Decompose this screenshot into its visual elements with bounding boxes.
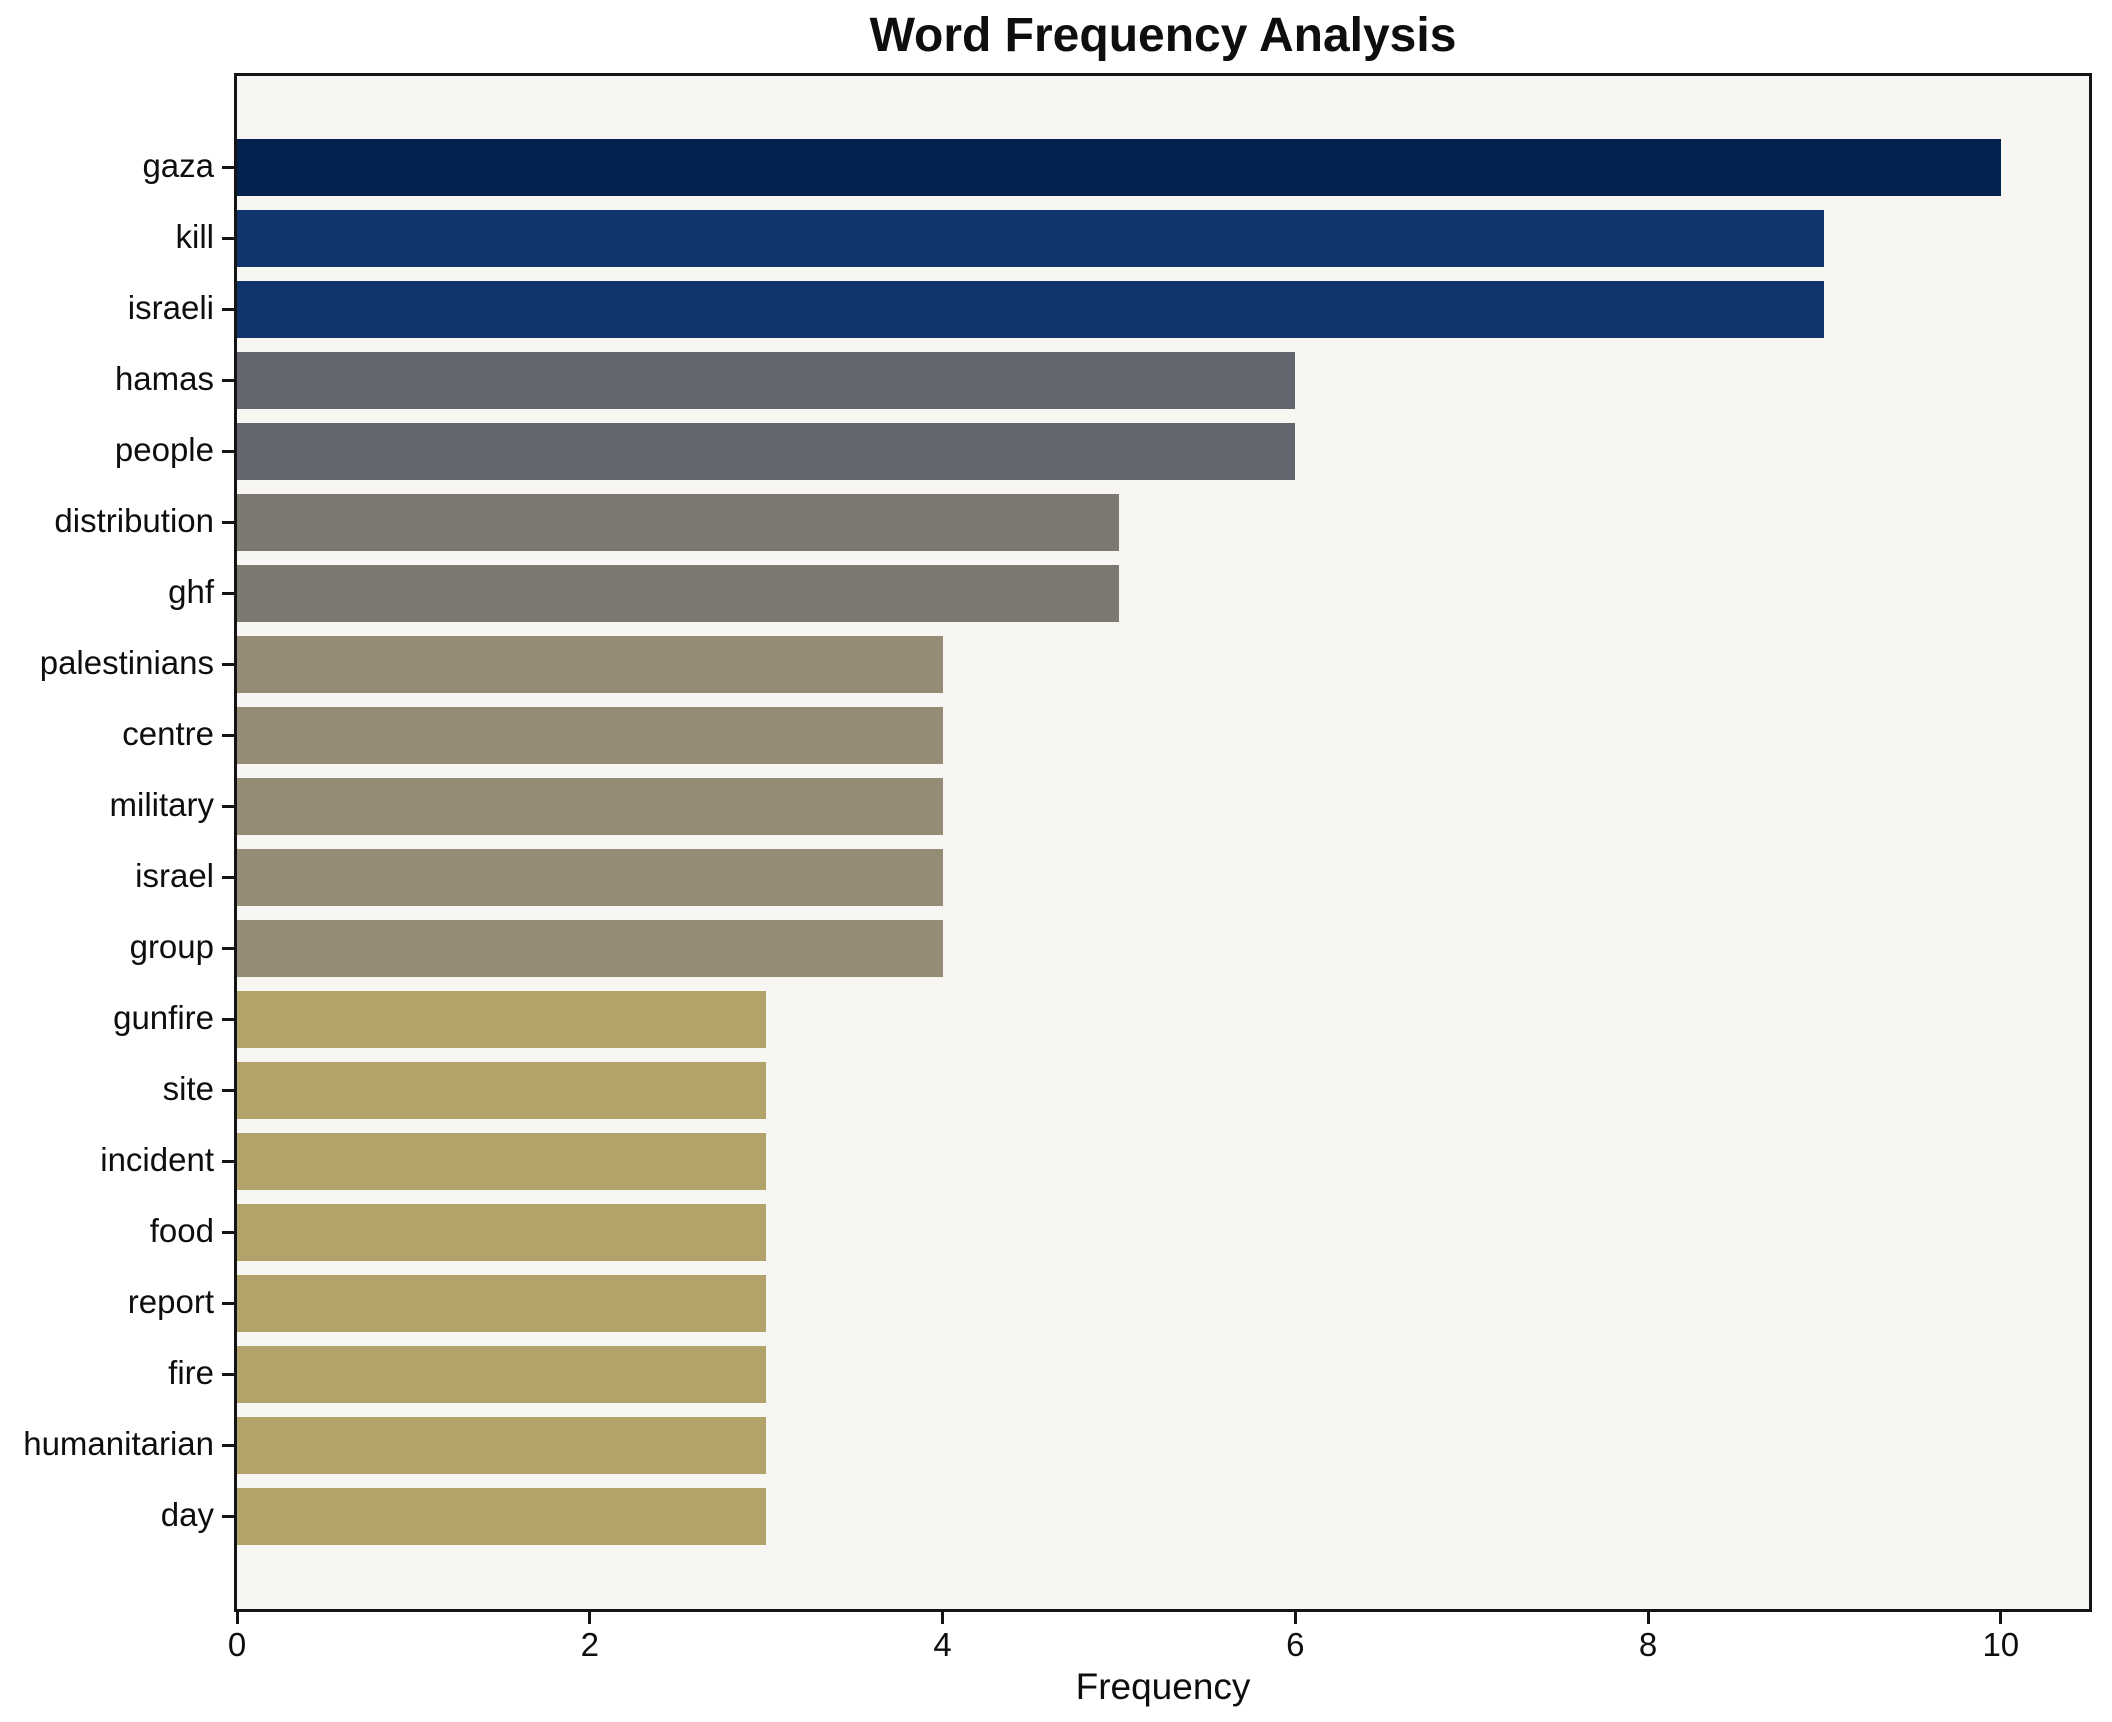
y-tick-mark — [222, 805, 234, 808]
y-tick-mark — [222, 592, 234, 595]
x-tick-mark — [588, 1612, 592, 1624]
x-tick-label-6: 6 — [1286, 1626, 1305, 1663]
y-tick-label-gaza: gaza — [142, 146, 214, 184]
x-tick-label-2: 2 — [580, 1626, 599, 1663]
y-tick-mark — [222, 237, 234, 240]
bar-day — [237, 1488, 767, 1545]
bar-gunfire — [237, 991, 767, 1048]
x-tick-mark — [235, 1612, 239, 1624]
y-tick-label-group: group — [129, 927, 214, 965]
bar-report — [237, 1275, 767, 1332]
x-axis-label: Frequency — [1075, 1666, 1251, 1707]
bar-hamas — [237, 352, 1296, 409]
bar-israel — [237, 849, 943, 906]
x-tick-mark — [941, 1612, 945, 1624]
y-tick-mark — [222, 1089, 234, 1092]
bar-fire — [237, 1346, 767, 1403]
y-tick-mark — [222, 1515, 234, 1518]
y-tick-mark — [222, 734, 234, 737]
y-tick-label-humanitarian: humanitarian — [23, 1424, 214, 1462]
y-tick-label-day: day — [160, 1495, 214, 1533]
y-tick-mark — [222, 1018, 234, 1021]
y-tick-mark — [222, 1444, 234, 1447]
y-tick-label-report: report — [127, 1282, 214, 1320]
y-tick-label-palestinians: palestinians — [39, 643, 214, 681]
y-tick-mark — [222, 947, 234, 950]
bar-kill — [237, 210, 1825, 267]
x-tick-label-4: 4 — [933, 1626, 952, 1663]
y-tick-label-incident: incident — [100, 1140, 214, 1178]
y-tick-label-site: site — [162, 1069, 214, 1107]
bar-military — [237, 778, 943, 835]
bar-centre — [237, 707, 943, 764]
y-tick-label-gunfire: gunfire — [113, 998, 214, 1036]
y-tick-label-military: military — [109, 785, 215, 823]
chart-title: Word Frequency Analysis — [869, 9, 1457, 62]
y-tick-mark — [222, 1231, 234, 1234]
y-tick-mark — [222, 379, 234, 382]
y-tick-label-distribution: distribution — [54, 501, 214, 539]
bar-humanitarian — [237, 1417, 767, 1474]
x-tick-label-0: 0 — [227, 1626, 247, 1663]
y-tick-mark — [222, 521, 234, 524]
bar-incident — [237, 1133, 767, 1190]
y-tick-label-food: food — [149, 1211, 214, 1249]
y-tick-mark — [222, 308, 234, 311]
y-tick-mark — [222, 450, 234, 453]
y-tick-mark — [222, 1160, 234, 1163]
y-tick-label-hamas: hamas — [114, 359, 214, 397]
x-tick-mark — [1293, 1612, 1297, 1624]
y-tick-mark — [222, 876, 234, 879]
bar-group — [237, 920, 943, 977]
bar-gaza — [237, 139, 2001, 196]
bar-distribution — [237, 494, 1119, 551]
x-tick-label-8: 8 — [1638, 1626, 1658, 1663]
bar-israeli — [237, 281, 1825, 338]
bar-palestinians — [237, 636, 943, 693]
y-tick-label-people: people — [114, 430, 214, 468]
bar-site — [237, 1062, 767, 1119]
y-tick-mark — [222, 663, 234, 666]
y-tick-mark — [222, 166, 234, 169]
x-tick-mark — [1646, 1612, 1650, 1624]
y-tick-label-kill: kill — [175, 217, 215, 255]
plot-area — [234, 73, 2092, 1612]
x-tick-label-10: 10 — [1982, 1626, 2020, 1663]
bar-people — [237, 423, 1296, 480]
y-tick-label-ghf: ghf — [168, 572, 214, 610]
y-tick-mark — [222, 1302, 234, 1305]
y-tick-label-fire: fire — [168, 1353, 214, 1391]
y-tick-label-israel: israel — [135, 856, 214, 894]
y-tick-mark — [222, 1373, 234, 1376]
bar-food — [237, 1204, 767, 1261]
x-tick-mark — [1999, 1612, 2003, 1624]
y-tick-label-centre: centre — [122, 714, 214, 752]
bar-ghf — [237, 565, 1119, 622]
y-tick-label-israeli: israeli — [127, 288, 214, 326]
